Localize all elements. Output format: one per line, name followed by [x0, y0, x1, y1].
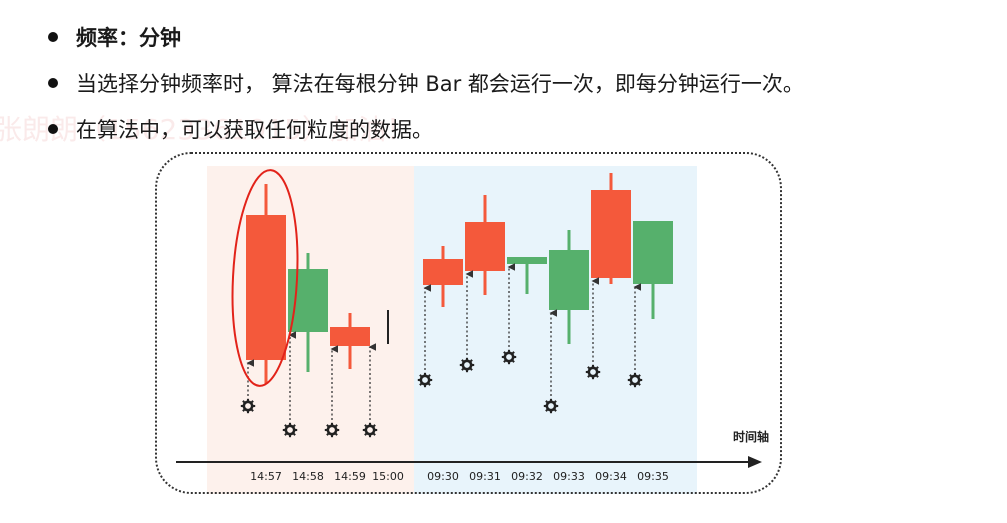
- figure-frame: [155, 152, 782, 494]
